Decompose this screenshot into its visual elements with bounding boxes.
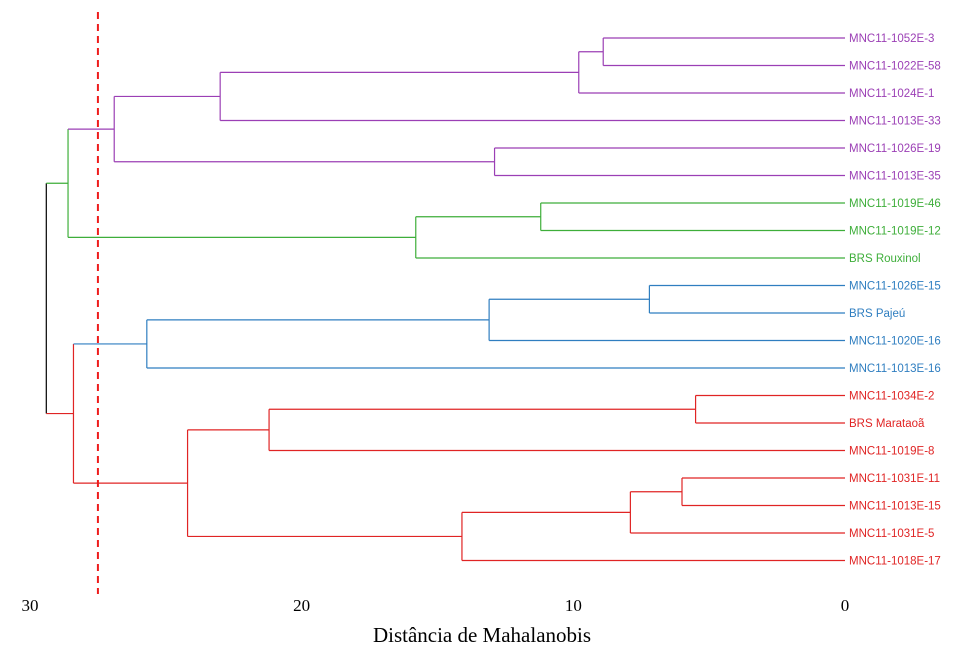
leaf-label: MNC11-1013E-35 xyxy=(849,171,941,183)
x-tick-label: 10 xyxy=(565,596,582,615)
leaf-label: BRS Pajeú xyxy=(849,308,905,320)
x-tick-label: 0 xyxy=(841,596,850,615)
leaf-label: MNC11-1034E-2 xyxy=(849,391,934,403)
dendrogram-branches xyxy=(45,37,845,562)
x-axis-ticks: 30 20 10 0 xyxy=(22,596,850,615)
leaf-label: MNC11-1013E-15 xyxy=(849,501,941,513)
leaf-labels: MNC11-1052E-3 MNC11-1022E-58 MNC11-1024E-1… xyxy=(849,33,941,568)
leaf-label: MNC11-1013E-16 xyxy=(849,363,941,375)
leaf-label: MNC11-1018E-17 xyxy=(849,556,941,568)
leaf-label: MNC11-1022E-58 xyxy=(849,61,941,73)
leaf-label: MNC11-1052E-3 xyxy=(849,33,934,45)
x-tick-label: 20 xyxy=(293,596,310,615)
leaf-label: MNC11-1024E-1 xyxy=(849,88,934,100)
x-axis-title: Distância de Mahalanobis xyxy=(373,623,591,645)
leaf-label: BRS Rouxinol xyxy=(849,253,921,265)
leaf-label: MNC11-1026E-15 xyxy=(849,281,941,293)
leaf-label: MNC11-1019E-46 xyxy=(849,198,941,210)
leaf-label: MNC11-1031E-11 xyxy=(849,473,940,485)
leaf-label: MNC11-1019E-8 xyxy=(849,446,934,458)
leaf-label: MNC11-1020E-16 xyxy=(849,336,941,348)
leaf-label: BRS Marataoã xyxy=(849,418,925,430)
leaf-label: MNC11-1013E-33 xyxy=(849,116,941,128)
leaf-label: MNC11-1026E-19 xyxy=(849,143,941,155)
leaf-label: MNC11-1031E-5 xyxy=(849,528,934,540)
x-tick-label: 30 xyxy=(22,596,39,615)
leaf-label: MNC11-1019E-12 xyxy=(849,226,941,238)
